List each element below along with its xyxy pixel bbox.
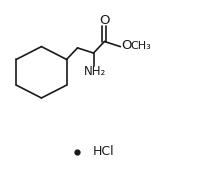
Text: O: O <box>99 14 109 27</box>
Text: O: O <box>121 39 131 52</box>
Text: HCl: HCl <box>92 145 114 158</box>
Text: CH₃: CH₃ <box>129 41 150 51</box>
Text: NH₂: NH₂ <box>83 65 105 78</box>
